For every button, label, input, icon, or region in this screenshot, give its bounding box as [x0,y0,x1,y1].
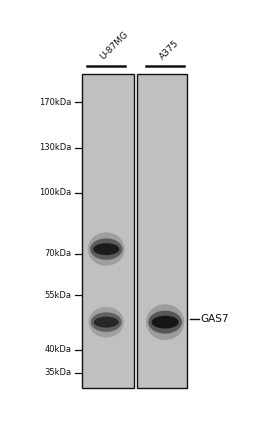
Ellipse shape [148,311,182,334]
Ellipse shape [88,232,125,266]
Text: 170kDa: 170kDa [39,98,72,106]
Ellipse shape [94,317,119,328]
Text: 70kDa: 70kDa [45,249,72,259]
Text: 100kDa: 100kDa [39,188,72,198]
Ellipse shape [146,304,184,340]
Ellipse shape [89,307,124,338]
Bar [82,74,134,388]
Text: 55kDa: 55kDa [45,291,72,300]
Text: A375: A375 [157,39,180,61]
Text: 40kDa: 40kDa [45,345,72,354]
Text: 130kDa: 130kDa [39,143,72,153]
Ellipse shape [93,243,119,255]
Text: U-87MG: U-87MG [99,30,130,61]
Ellipse shape [152,316,179,329]
Ellipse shape [90,238,122,260]
Text: GAS7: GAS7 [200,313,229,324]
Ellipse shape [91,312,122,332]
Text: 35kDa: 35kDa [45,368,72,377]
Bar [137,74,187,388]
